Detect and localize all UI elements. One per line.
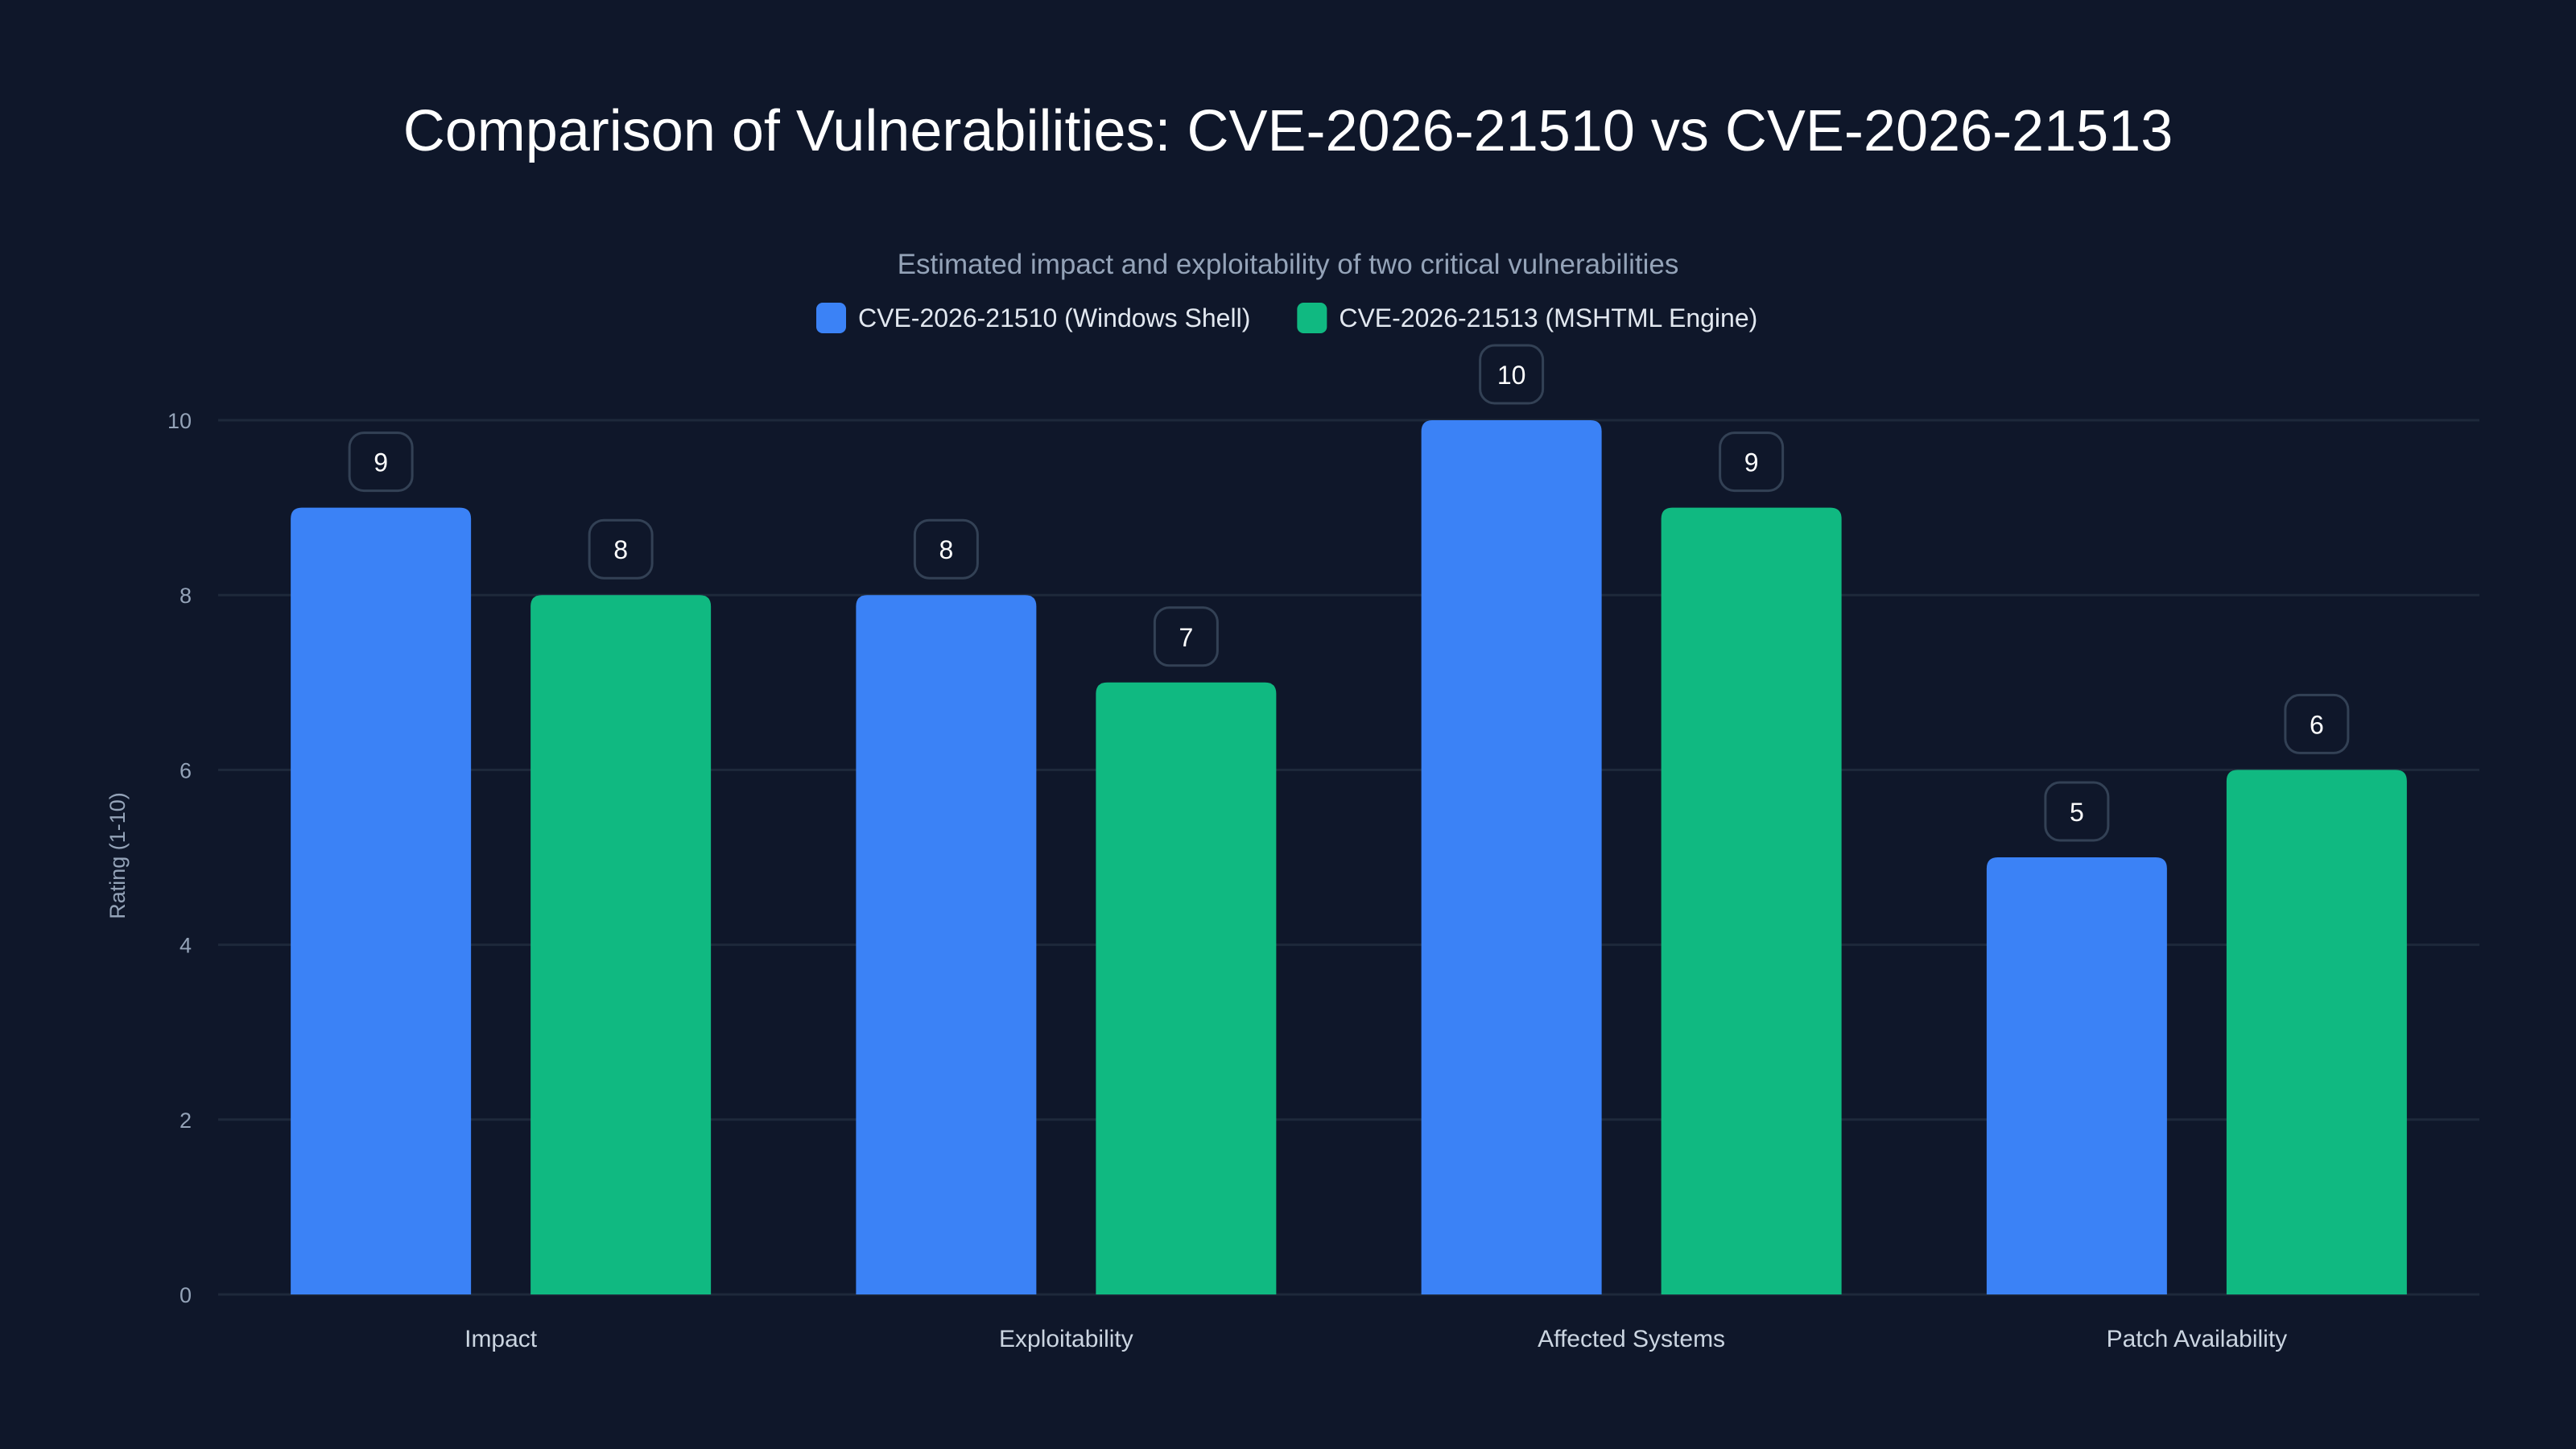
bar — [2226, 770, 2407, 1294]
bar — [1986, 857, 2167, 1294]
data-label-box — [348, 431, 414, 493]
data-label-box — [1719, 431, 1785, 493]
y-tick-label: 0 — [180, 1283, 192, 1307]
legend: CVE-2026-21510 (Windows Shell) CVE-2026-2… — [816, 303, 1757, 333]
bar — [1096, 682, 1277, 1294]
y-tick-label: 10 — [167, 409, 192, 433]
data-label: 6 — [2310, 710, 2324, 739]
data-label: 10 — [1497, 361, 1526, 390]
y-tick-label: 4 — [180, 934, 192, 958]
bar — [291, 507, 472, 1294]
data-label-box — [2284, 693, 2350, 754]
x-tick-label: Impact — [464, 1326, 538, 1352]
y-tick-label: 8 — [180, 584, 192, 608]
x-tick-label: Patch Availability — [2107, 1326, 2288, 1352]
y-tick-label: 6 — [180, 758, 192, 782]
data-labels: 9 8 8 7 10 9 5 6 — [348, 344, 2350, 842]
data-label-box — [913, 518, 979, 580]
data-label: 9 — [374, 448, 388, 477]
y-tick-label: 2 — [180, 1108, 192, 1133]
legend-label: CVE-2026-21513 (MSHTML Engine) — [1339, 303, 1757, 332]
x-tick-label: Affected Systems — [1538, 1326, 1725, 1352]
data-label: 7 — [1179, 623, 1193, 652]
data-label-box — [1479, 344, 1545, 405]
bar — [530, 595, 712, 1294]
y-axis-label: Rating (1-10) — [105, 792, 130, 919]
data-label: 5 — [2070, 798, 2084, 827]
data-label: 8 — [613, 535, 628, 564]
x-tick-label: Exploitability — [999, 1326, 1133, 1352]
legend-swatch — [816, 303, 846, 333]
bar — [1421, 420, 1602, 1294]
data-label-box — [2044, 781, 2110, 842]
data-label: 9 — [1744, 448, 1759, 477]
bar — [1661, 507, 1842, 1294]
data-label: 8 — [939, 535, 953, 564]
data-label-box — [588, 518, 654, 580]
legend-swatch — [1297, 303, 1327, 333]
bar — [856, 595, 1037, 1294]
chart-title: Comparison of Vulnerabilities: CVE-2026-… — [403, 99, 2174, 163]
legend-label: CVE-2026-21510 (Windows Shell) — [858, 303, 1250, 332]
bars — [291, 420, 2407, 1294]
chart-subtitle: Estimated impact and exploitability of t… — [898, 249, 1679, 280]
data-label-box — [1153, 606, 1219, 667]
